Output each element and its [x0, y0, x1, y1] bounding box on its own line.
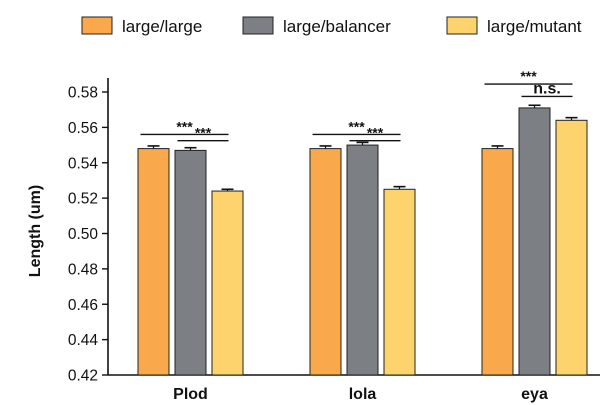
- bar: [309, 148, 342, 376]
- bar: [383, 188, 416, 376]
- y-axis-label: Length (um): [27, 185, 44, 277]
- bar: [346, 144, 379, 376]
- y-tick-label: 0.42: [68, 368, 98, 385]
- significance-annotations: *** *** *** ******n.s.: [140, 68, 573, 142]
- bar: [174, 149, 207, 376]
- legend-swatch: [242, 16, 274, 35]
- legend-label: large/large: [122, 17, 202, 36]
- y-tick-label: 0.56: [68, 120, 98, 137]
- legend-item: large/large: [81, 16, 202, 36]
- y-tick-label: 0.48: [68, 261, 98, 278]
- y-tick-label: 0.46: [68, 297, 98, 314]
- legend-label: large/balancer: [283, 17, 391, 36]
- significance-label: ***: [195, 125, 212, 141]
- y-tick-label: 0.52: [68, 191, 98, 208]
- bar: [555, 119, 588, 376]
- legend-swatch: [446, 16, 478, 35]
- legend: large/large large/balancer large/mutant: [81, 16, 582, 36]
- bars: Plod lola eya: [137, 104, 588, 403]
- legend-swatch: [81, 16, 113, 35]
- bar: [137, 148, 170, 376]
- significance-label: ***: [520, 68, 537, 84]
- bar: [211, 190, 244, 376]
- x-tick-label: lola: [349, 386, 377, 403]
- legend-label: large/mutant: [487, 17, 582, 36]
- y-tick-label: 0.54: [68, 155, 99, 172]
- bar: [481, 148, 514, 376]
- legend-item: large/mutant: [446, 16, 582, 36]
- y-tick-label: 0.44: [68, 332, 99, 349]
- significance-label: ***: [176, 118, 193, 134]
- significance-label: n.s.: [533, 80, 561, 97]
- significance-label: ***: [367, 125, 384, 141]
- significance-label: ***: [348, 118, 365, 134]
- bar: [518, 107, 551, 376]
- legend-item: large/balancer: [242, 16, 391, 36]
- y-tick-label: 0.50: [68, 226, 99, 243]
- y-tick-label: 0.58: [68, 85, 98, 102]
- x-tick-label: Plod: [173, 386, 208, 403]
- x-tick-label: eya: [521, 386, 548, 403]
